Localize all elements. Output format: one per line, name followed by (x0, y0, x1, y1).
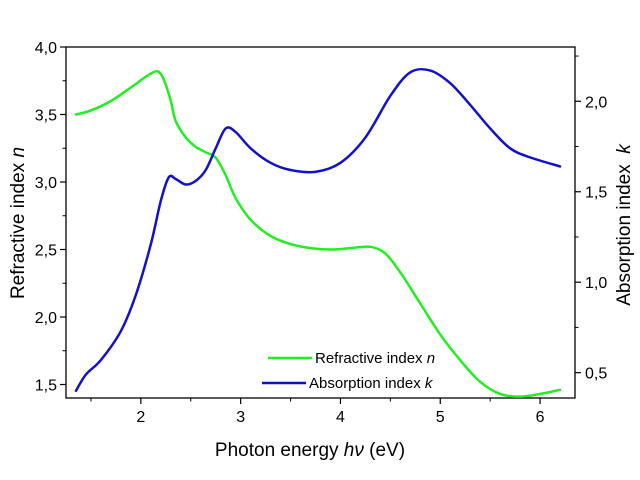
x-tick-label: 4 (336, 409, 345, 426)
axis-ticks: 2 3 4 5 6 1,5 2,0 2,5 3,0 3,5 4,0 0,5 1,0 1,5 2,0 (35, 40, 608, 426)
y-right-tick-label: 0,5 (585, 366, 607, 383)
y-left-tick-label: 3,0 (35, 175, 57, 192)
y-right-tick-label: 1,0 (585, 275, 607, 292)
x-tick-label: 3 (236, 409, 245, 426)
series-line-refractive-index (74, 69, 562, 398)
plot-frame (65, 46, 576, 399)
series-curves (74, 67, 562, 398)
x-tick-label: 5 (436, 409, 445, 426)
legend: Refractive index n Absorption index k (262, 350, 435, 392)
y-left-tick-label: 4,0 (35, 40, 57, 57)
y-right-tick-label: 2,0 (585, 94, 607, 111)
x-tick-label: 6 (536, 409, 545, 426)
y-left-tick-label: 2,0 (35, 310, 57, 327)
series-line-absorption-index (74, 67, 562, 393)
x-tick-label: 2 (136, 409, 145, 426)
y-left-tick-label: 2,5 (35, 243, 57, 260)
y-left-tick-label: 1,5 (35, 378, 57, 395)
legend-label-k: Absorption index k (309, 375, 434, 392)
y-left-axis-title: Refractive index n (8, 147, 29, 299)
y-left-tick-label: 3,5 (35, 108, 57, 125)
y-right-axis-title: Absorption index k (614, 143, 635, 306)
y-right-tick-label: 1,5 (585, 185, 607, 202)
x-axis-title: Photon energy hν (eV) (215, 440, 405, 461)
legend-label-n: Refractive index n (315, 350, 435, 367)
